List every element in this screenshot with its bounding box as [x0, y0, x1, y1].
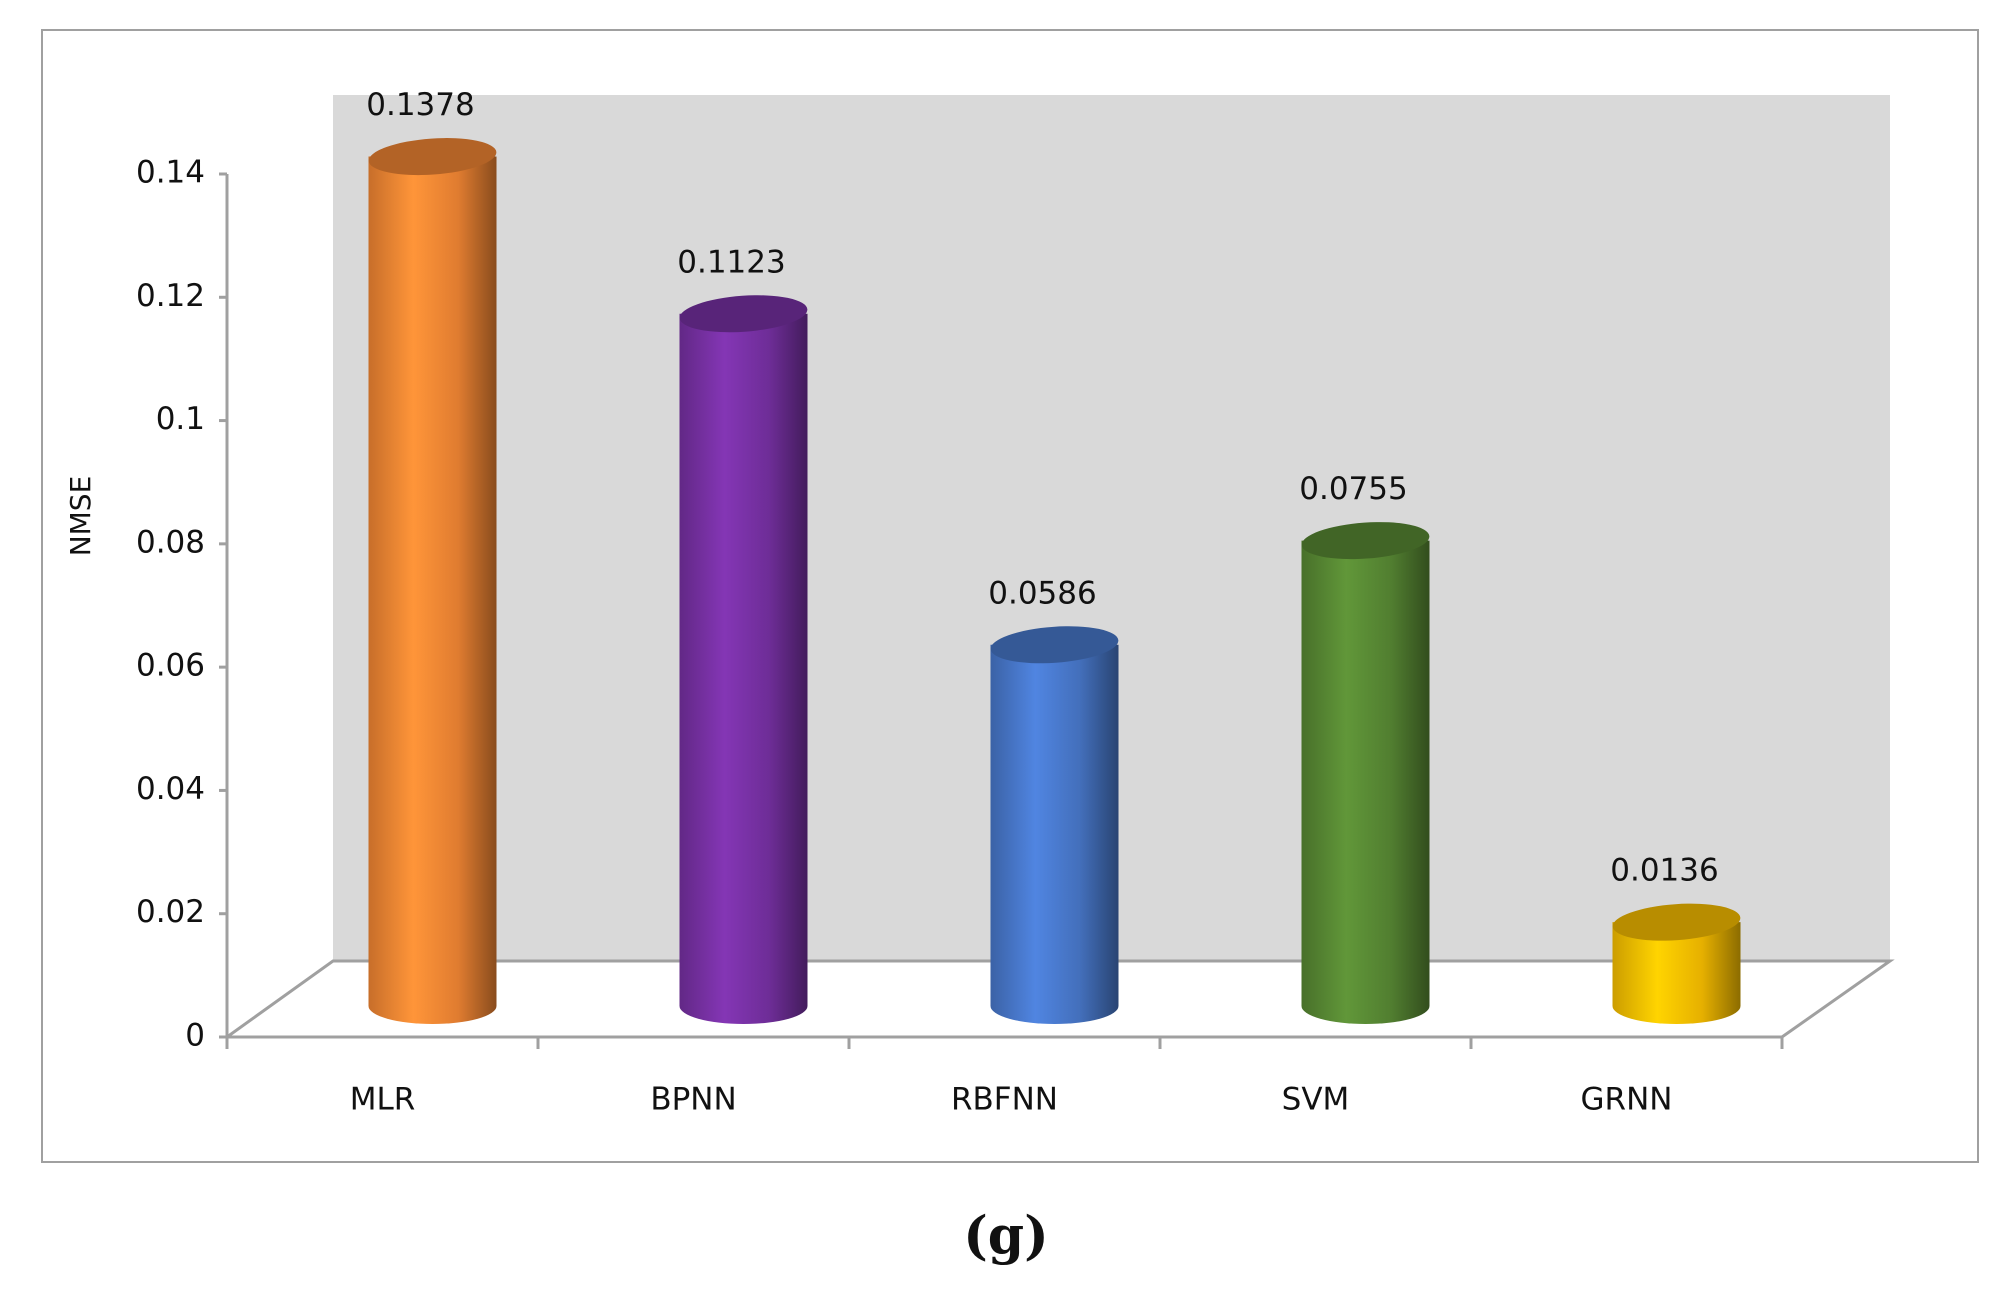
y-tick-label: 0 — [185, 1018, 205, 1054]
bar — [1301, 540, 1430, 1024]
bar-top — [1612, 903, 1741, 941]
bar — [1612, 922, 1741, 1024]
x-tick-label: MLR — [350, 1082, 416, 1118]
value-label: 0.1378 — [366, 87, 474, 123]
caption: (g) — [963, 1206, 1049, 1267]
value-label: 0.0136 — [1610, 853, 1718, 889]
y-tick-label: 0.06 — [136, 648, 205, 684]
y-tick-label: 0.14 — [136, 155, 205, 191]
bar-top — [368, 138, 497, 176]
value-label: 0.0755 — [1299, 471, 1407, 507]
x-tick-label: SVM — [1282, 1082, 1350, 1118]
x-tick-label: RBFNN — [951, 1082, 1058, 1118]
bar-top — [679, 295, 808, 333]
bar-top — [990, 626, 1119, 664]
y-tick-label: 0.1 — [156, 401, 205, 437]
y-axis-label: NMSE — [64, 476, 97, 557]
y-tick-label: 0.12 — [136, 278, 205, 314]
bar — [990, 644, 1119, 1024]
y-tick-label: 0.02 — [136, 894, 205, 930]
bar — [368, 156, 497, 1025]
bar — [679, 313, 808, 1024]
value-label: 0.1123 — [677, 244, 785, 280]
bar-top — [1301, 522, 1430, 560]
x-tick-label: BPNN — [650, 1082, 736, 1118]
y-tick-label: 0.08 — [136, 524, 205, 560]
y-tick-label: 0.04 — [136, 771, 205, 807]
value-label: 0.0586 — [988, 575, 1096, 611]
x-tick-label: GRNN — [1581, 1082, 1673, 1118]
